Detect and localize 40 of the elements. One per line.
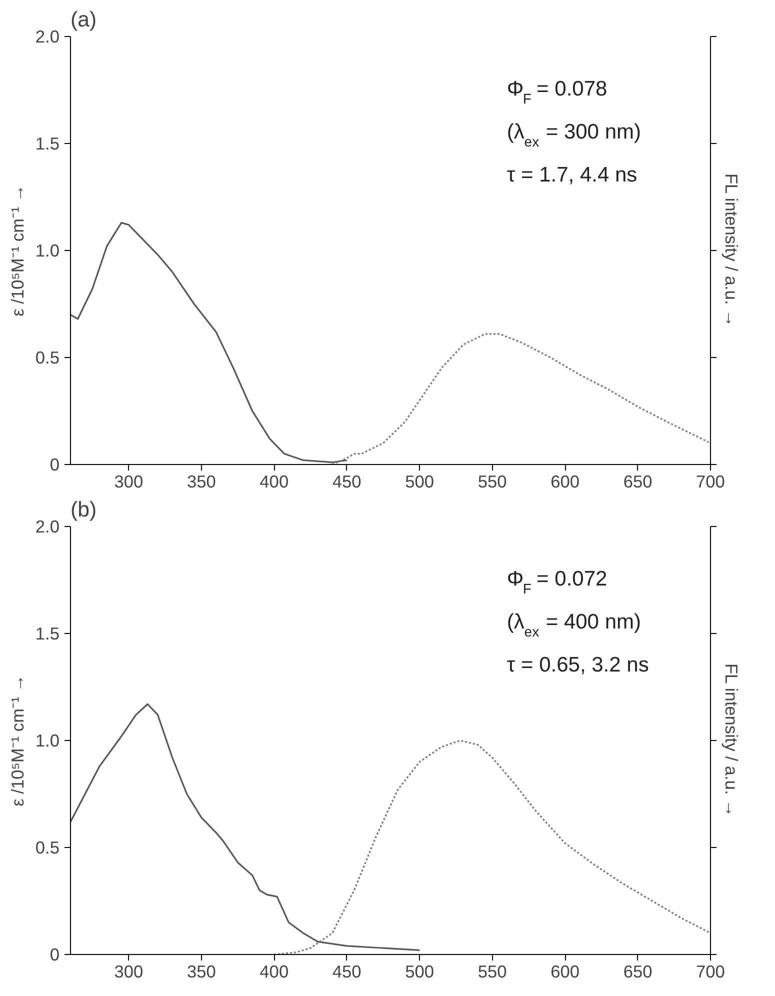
x-tick-label: 400 <box>260 962 289 982</box>
x-tick-label: 600 <box>550 962 580 982</box>
y-tick-label: 1.0 <box>35 240 60 260</box>
x-tick-label: 650 <box>623 962 652 982</box>
x-tick-label: 550 <box>478 472 507 492</box>
y-tick-label: 0.5 <box>35 838 60 858</box>
y2-axis-title: FL intensity / a.u. → <box>722 663 742 817</box>
x-tick-label: 450 <box>332 962 362 982</box>
x-tick-label: 600 <box>550 472 580 492</box>
x-tick-label: 350 <box>186 472 216 492</box>
line-series <box>332 333 710 464</box>
x-tick-label: 350 <box>186 962 216 982</box>
y-axis-title: ε /10⁵M⁻¹ cm⁻¹ → <box>7 674 28 806</box>
y-tick-label: 1.5 <box>35 624 60 644</box>
x-tick-label: 550 <box>478 962 507 982</box>
x-tick-label: 300 <box>114 472 144 492</box>
y-tick-label: 1.0 <box>35 730 60 750</box>
y-tick-label: 2.0 <box>35 516 60 536</box>
y-tick-label: 0.5 <box>35 348 60 368</box>
x-tick-label: 500 <box>405 472 434 492</box>
x-tick-label: 650 <box>623 472 652 492</box>
line-series <box>70 703 420 952</box>
annotation: τ = 1.7, 4.4 ns <box>506 163 638 186</box>
annotation: τ = 0.65, 3.2 ns <box>506 653 649 676</box>
x-tick-label: 500 <box>405 962 434 982</box>
chart-title: (b) <box>70 498 97 522</box>
y-tick-label: 0 <box>50 454 60 474</box>
y2-axis-title: FL intensity / a.u. → <box>722 173 742 327</box>
y-tick-label: 0 <box>50 944 60 964</box>
x-tick-label: 400 <box>260 472 289 492</box>
x-tick-label: 450 <box>332 472 362 492</box>
x-tick-label: 700 <box>696 472 725 492</box>
line-series <box>273 740 710 954</box>
line-series <box>70 222 348 464</box>
x-tick-label: 300 <box>114 962 144 982</box>
y-axis-title: ε /10⁵M⁻¹ cm⁻¹ → <box>7 184 28 316</box>
y-tick-label: 2.0 <box>35 26 60 46</box>
x-tick-label: 700 <box>696 962 725 982</box>
y-tick-label: 1.5 <box>35 134 60 154</box>
chart-title: (a) <box>70 8 97 32</box>
